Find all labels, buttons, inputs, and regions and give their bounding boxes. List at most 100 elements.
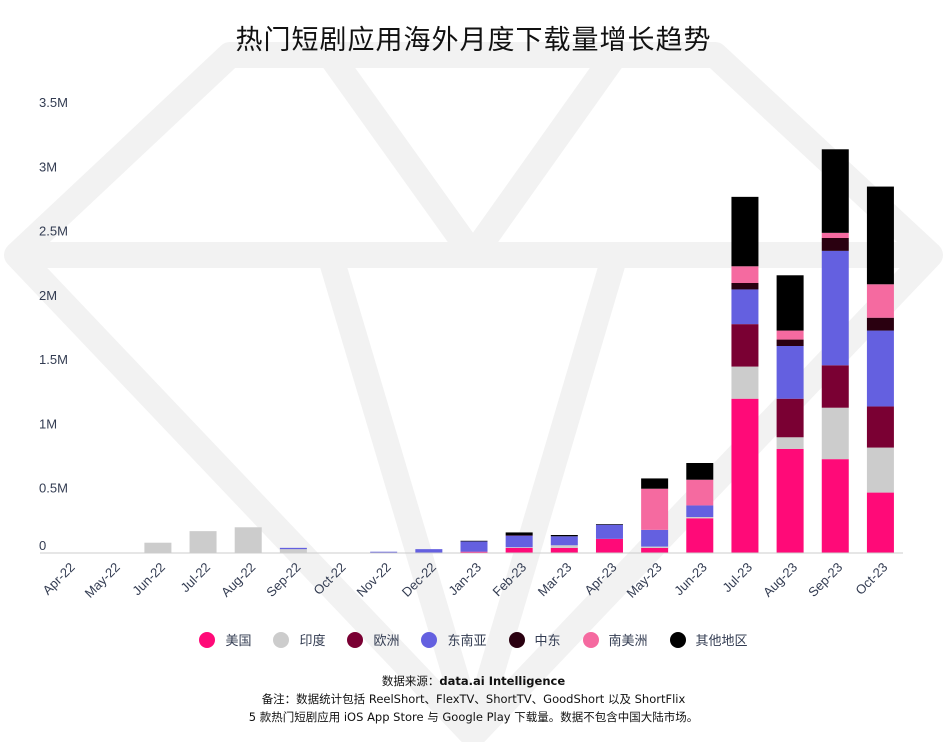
legend-label: 欧洲 (373, 634, 400, 649)
bar-segment (821, 365, 849, 408)
bar-segment (731, 266, 759, 283)
bars (144, 149, 894, 553)
bar-stack (279, 547, 307, 553)
legend-swatch (273, 631, 290, 648)
legend-item: 中东 (508, 630, 561, 649)
legend-swatch (508, 631, 525, 648)
bar-segment (776, 275, 804, 331)
chart-title: 热门短剧应用海外月度下载量增长趋势 (235, 25, 712, 56)
x-tick-label: Sep-23 (805, 560, 845, 600)
bar-segment (460, 541, 488, 552)
bar-segment (866, 492, 894, 553)
bar-segment (731, 324, 759, 367)
legend-label: 南美洲 (608, 634, 648, 649)
bar-segment (370, 551, 398, 553)
bar-stack (550, 535, 578, 553)
bar-segment (731, 283, 759, 290)
source-line: 数据来源：data.ai Intelligence (0, 672, 947, 690)
legend-item: 美国 (199, 630, 251, 649)
bar-segment (731, 366, 759, 399)
bar-segment (776, 346, 804, 399)
x-tick-label: Aug-22 (218, 560, 258, 600)
bar-segment (821, 238, 849, 251)
bar-segment (234, 527, 262, 553)
x-tick-label: Oct-22 (310, 560, 348, 598)
bar-stack (234, 527, 262, 553)
bar-segment (731, 289, 759, 325)
bar-segment (641, 546, 669, 548)
y-tick-label: 3.5M (39, 95, 68, 110)
x-tick-label: May-22 (82, 560, 123, 601)
bar-segment (279, 547, 307, 550)
bar-segment (550, 547, 578, 553)
source-name: data.ai Intelligence (439, 674, 566, 688)
note-line-2: 5 款热门短剧应用 iOS App Store 与 Google Play 下载… (248, 710, 699, 724)
y-tick-label: 3M (39, 159, 57, 174)
x-tick-label: Feb-23 (490, 560, 530, 600)
bar-stack (415, 549, 443, 553)
bar-segment (821, 232, 849, 238)
y-tick-label: 0.5M (39, 481, 68, 496)
bar-segment (595, 538, 623, 553)
bar-segment (686, 505, 714, 517)
legend-swatch (582, 631, 599, 648)
bar-segment (866, 284, 894, 318)
bar-segment (821, 407, 849, 460)
bar-segment (866, 406, 894, 448)
legend-item: 东南亚 (421, 630, 487, 649)
bar-stack (370, 551, 398, 553)
y-tick-label: 0 (39, 538, 46, 553)
legend-item: 南美洲 (582, 630, 648, 649)
x-tick-label: Sep-22 (263, 560, 303, 600)
x-tick-label: Jun-23 (671, 560, 710, 599)
y-tick-label: 1M (39, 416, 57, 431)
bar-stack (821, 149, 849, 553)
legend-swatch (347, 631, 364, 648)
x-tick-label: Mar-23 (535, 560, 575, 600)
bar-segment (866, 186, 894, 285)
legend-swatch (199, 631, 216, 648)
legend-swatch (421, 631, 438, 648)
bar-segment (731, 398, 759, 553)
bar-stack (144, 542, 172, 553)
source-label: 数据来源： (381, 674, 440, 688)
bar-stack (505, 532, 533, 553)
x-axis: Apr-22 May-22 Jun-22 Jul-22 Aug-22 Sep-22 Oct-… (39, 560, 890, 601)
legend-item: 其他地区 (669, 630, 748, 649)
bar-segment (866, 317, 894, 331)
x-tick-label: Dec-22 (399, 560, 439, 600)
bar-segment (776, 330, 804, 340)
bar-segment (641, 547, 669, 553)
bar-segment (776, 448, 804, 553)
x-tick-label: Jan-23 (445, 560, 484, 599)
bar-segment (595, 524, 623, 525)
bar-segment (641, 488, 669, 530)
legend-label: 美国 (225, 634, 252, 649)
x-tick-label: Oct-23 (852, 560, 890, 598)
bar-stack (686, 463, 714, 553)
bar-segment (550, 535, 578, 537)
x-tick-label: Jul-23 (719, 560, 755, 596)
bar-segment (686, 479, 714, 506)
bar-segment (686, 463, 714, 480)
bar-segment (821, 250, 849, 366)
legend-label: 中东 (534, 634, 561, 649)
legend-label: 印度 (299, 634, 326, 649)
bar-segment (776, 398, 804, 438)
bar-segment (505, 535, 533, 536)
y-axis: 0 0.5M 1M 1.5M 2M 2.5M 3M 3.5M (39, 95, 68, 553)
bar-stack (460, 540, 488, 553)
bar-stack (595, 524, 623, 553)
legend-item: 印度 (273, 630, 325, 649)
bar-segment (821, 149, 849, 233)
x-tick-label: Aug-23 (760, 560, 800, 600)
bar-segment (505, 532, 533, 535)
bar-segment (595, 524, 623, 539)
bar-segment (144, 542, 172, 553)
y-tick-label: 1.5M (39, 352, 68, 367)
bar-segment (189, 531, 217, 553)
x-tick-label: Jun-22 (129, 560, 168, 599)
source-note: 数据来源：data.ai Intelligence 备注：数据统计包括 Reel… (0, 672, 947, 726)
legend: 美国 印度 欧洲 东南亚 中东 南美洲 其他地区 (0, 630, 947, 649)
bar-segment (460, 551, 488, 553)
